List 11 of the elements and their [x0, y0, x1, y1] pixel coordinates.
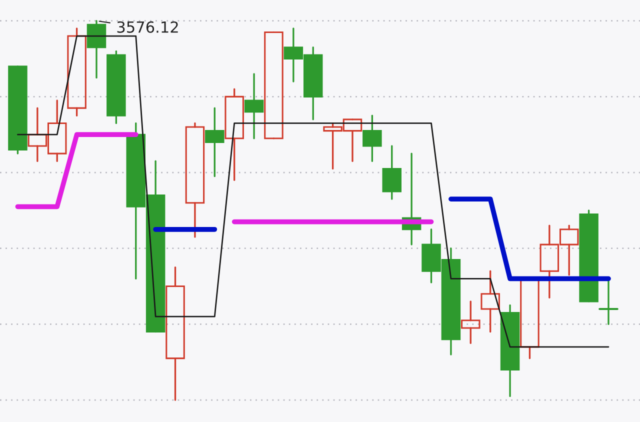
candlestick [185, 122, 205, 238]
candlestick [205, 107, 224, 178]
candlestick [362, 114, 382, 162]
candlestick [480, 270, 500, 333]
annotation: 3576.12 [117, 21, 178, 33]
candlestick [166, 266, 185, 401]
candlestick [500, 304, 520, 398]
candlestick [382, 145, 402, 200]
candlestick [461, 300, 480, 344]
candlestick [244, 73, 264, 140]
candlestick [67, 28, 86, 116]
